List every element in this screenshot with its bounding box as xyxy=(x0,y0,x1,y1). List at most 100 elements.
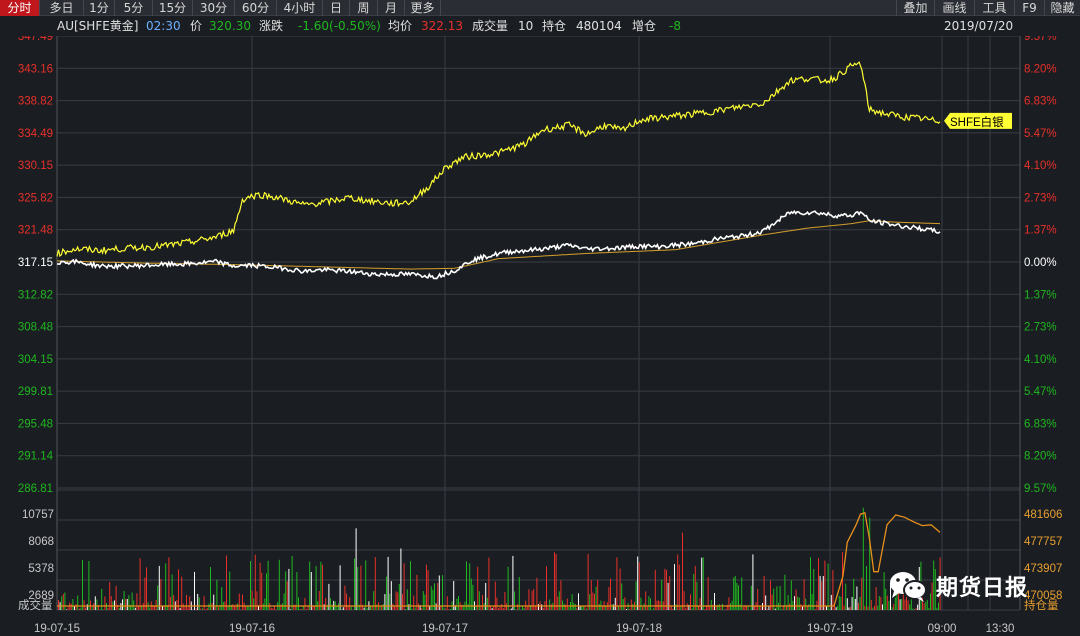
volume-bar xyxy=(584,606,586,610)
volume-bar xyxy=(186,594,187,610)
volume-bar xyxy=(686,603,688,610)
volume-bar xyxy=(699,597,701,610)
tab-3[interactable]: 5分 xyxy=(115,0,153,16)
volume-bar xyxy=(726,604,728,610)
volume-bar xyxy=(344,585,346,610)
volume-bar xyxy=(576,607,578,610)
price-tick-label: 312.82 xyxy=(18,289,53,301)
volume-bar xyxy=(666,570,667,610)
volume-bar xyxy=(622,599,624,610)
average-price-line xyxy=(57,220,940,270)
volume-bar xyxy=(808,604,810,610)
percent-tick-label: 8.20% xyxy=(1024,63,1057,75)
volume-bar xyxy=(832,570,834,610)
tool-tab-0[interactable]: 叠加 xyxy=(896,0,934,16)
x-tick-label: 09:00 xyxy=(928,623,957,635)
volume-bar xyxy=(630,599,632,610)
tab-4[interactable]: 15分 xyxy=(153,0,193,16)
volume-bar xyxy=(374,557,376,610)
tab-11[interactable]: 更多 xyxy=(405,0,441,16)
price-tick-label: 334.49 xyxy=(18,128,53,140)
tab-8[interactable]: 日 xyxy=(323,0,350,16)
volume-bar xyxy=(838,595,840,610)
volume-bar xyxy=(176,599,178,610)
volume-bar xyxy=(429,606,431,610)
tab-10[interactable]: 月 xyxy=(378,0,405,16)
volume-bar xyxy=(597,579,599,610)
volume-bar xyxy=(614,597,616,610)
volume-bar xyxy=(400,548,402,610)
volume-bar xyxy=(934,569,936,610)
volume-bar xyxy=(635,581,637,610)
period-toolbar: 分时 多日 1分 5分 15分 30分 60分 4小时日周月更多 叠加 画线 工具 F9 隐藏 xyxy=(0,0,1080,16)
tool-tab-1[interactable]: 画线 xyxy=(934,0,974,16)
volume-bar xyxy=(746,606,747,610)
percent-tick-label: 9.57% xyxy=(1024,483,1057,495)
tab-9[interactable]: 周 xyxy=(350,0,378,16)
volume-bar xyxy=(794,596,795,610)
volume-bar xyxy=(690,594,691,610)
volume-bar xyxy=(901,599,903,610)
volume-bar xyxy=(424,594,426,610)
tab-6[interactable]: 60分 xyxy=(235,0,277,16)
volume-bar xyxy=(421,608,423,610)
volume-bar xyxy=(531,591,533,610)
volume-bar xyxy=(933,560,935,610)
price-tick-label: 308.48 xyxy=(18,322,53,334)
change-label: 涨跌 xyxy=(259,19,284,33)
volume-bar xyxy=(706,605,707,610)
tool-tab-4[interactable]: 隐藏 xyxy=(1044,0,1080,16)
volume-bar xyxy=(366,608,368,610)
volume-bar xyxy=(629,608,631,610)
volume-bar xyxy=(413,595,415,610)
volume-bar xyxy=(155,599,157,610)
volume-bar xyxy=(373,591,375,610)
volume-bar xyxy=(411,608,413,610)
volume-bar xyxy=(114,600,115,610)
volume-bar xyxy=(786,605,787,610)
volume-bar xyxy=(842,552,843,610)
volume-bar xyxy=(139,558,141,610)
volume-bar xyxy=(173,595,175,610)
volume-bar xyxy=(674,564,675,610)
volume-bar xyxy=(307,605,309,610)
volume-bar xyxy=(736,583,738,610)
volume-bar xyxy=(557,596,559,610)
volume-bar xyxy=(126,599,128,610)
gold-price-line xyxy=(56,209,941,280)
volume-bar xyxy=(710,599,712,610)
volume-bar xyxy=(90,600,91,610)
volume-bar xyxy=(677,554,679,610)
volume-bar xyxy=(925,601,927,610)
tab-2[interactable]: 1分 xyxy=(84,0,115,16)
volume-bar xyxy=(526,605,528,610)
intraday-chart[interactable]: 347.49 343.16 338.82 334.49 330.15 325.82 321.… xyxy=(0,36,1080,636)
volume-bar xyxy=(469,563,471,610)
tool-tab-3[interactable]: F9 xyxy=(1014,0,1044,16)
volume-bar xyxy=(130,604,131,610)
tab-7[interactable]: 4小时 xyxy=(277,0,323,16)
volume-bar xyxy=(502,608,504,610)
volume-bar xyxy=(781,608,783,610)
volume-bar xyxy=(296,572,298,610)
volume-bar xyxy=(115,585,117,610)
volume-bar xyxy=(766,608,768,610)
tab-0[interactable]: 分时 xyxy=(0,0,40,16)
price-tick-label: 343.16 xyxy=(18,63,53,75)
volume-bar xyxy=(661,579,663,610)
volume-bar xyxy=(848,607,850,610)
volume-bar xyxy=(498,607,499,610)
volume-bar xyxy=(350,606,352,610)
tool-tab-2[interactable]: 工具 xyxy=(974,0,1014,16)
volume-bar xyxy=(301,608,303,610)
volume-bar xyxy=(355,528,357,610)
volume-bar xyxy=(331,604,333,610)
volume-bar xyxy=(80,607,82,610)
volume-bar xyxy=(154,605,155,610)
volume-bar xyxy=(707,577,709,610)
tab-1[interactable]: 多日 xyxy=(40,0,84,16)
tab-5[interactable]: 30分 xyxy=(193,0,235,16)
volume-bar xyxy=(197,594,199,610)
volume-bar xyxy=(768,605,770,610)
volume-bar xyxy=(709,605,711,610)
